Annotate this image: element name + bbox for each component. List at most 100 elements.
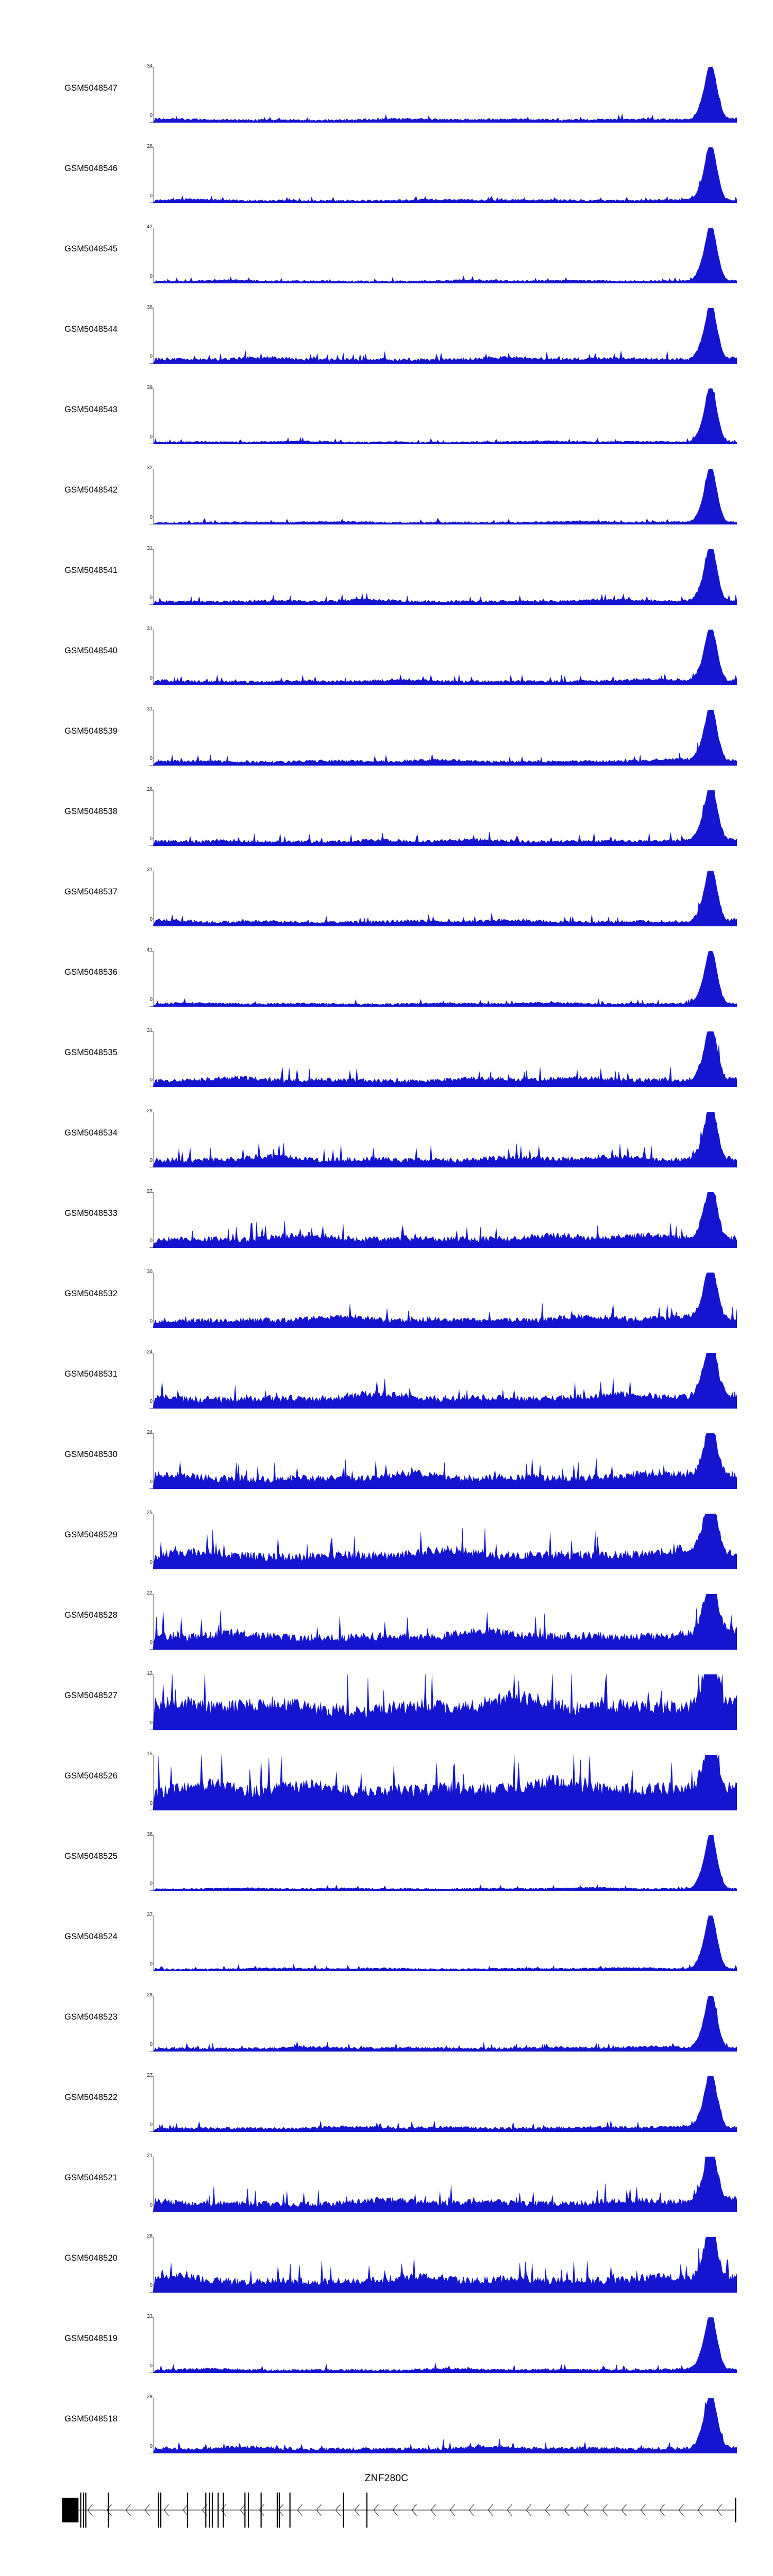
coverage-area — [153, 1594, 737, 1650]
y-axis-max-label: 28 — [146, 2394, 153, 2400]
coverage-track: GSM5048542 32 0 — [0, 453, 773, 534]
y-axis-spine — [153, 1755, 154, 1810]
gene-exon-bar — [260, 2493, 262, 2528]
gene-label: ZNF280C — [364, 2473, 409, 2484]
y-axis-tick-bottom — [149, 1890, 154, 1891]
coverage-plot — [153, 1031, 737, 1087]
gene-exon-bar — [82, 2493, 85, 2528]
y-axis-max-label: 37 — [146, 1912, 153, 1918]
y-axis-tick-top — [149, 2076, 154, 2077]
coverage-plot — [153, 871, 737, 926]
y-axis-max-label: 30 — [146, 1269, 153, 1275]
y-axis-spine — [153, 2157, 154, 2212]
track-y-axis: 28 0 — [121, 1980, 160, 2061]
coverage-plot — [153, 1755, 737, 1810]
coverage-track: GSM5048532 30 0 — [0, 1257, 773, 1337]
track-y-axis: 12 0 — [121, 1659, 160, 1739]
track-y-axis: 31 0 — [121, 694, 160, 775]
y-axis-min-label: 0 — [149, 1720, 153, 1726]
y-axis-max-label: 38 — [146, 1832, 153, 1837]
track-y-axis: 27 0 — [121, 1177, 160, 1257]
coverage-area — [153, 1996, 737, 2052]
y-axis-tick-bottom — [149, 2292, 154, 2293]
coverage-plot — [153, 951, 737, 1007]
track-y-axis: 39 0 — [121, 373, 160, 453]
y-axis-tick-top — [149, 790, 154, 791]
y-axis-min-label: 0 — [149, 1961, 153, 1967]
coverage-track: GSM5048541 31 0 — [0, 534, 773, 614]
track-label: GSM5048522 — [64, 2093, 117, 2102]
strand-arrow-left-icon — [697, 2504, 703, 2516]
y-axis-min-label: 0 — [149, 1640, 153, 1646]
coverage-track: GSM5048547 34 0 — [0, 52, 773, 132]
coverage-plot — [153, 1835, 737, 1891]
y-axis-max-label: 31 — [146, 706, 153, 712]
y-axis-max-label: 12 — [146, 1671, 153, 1676]
track-label: GSM5048534 — [64, 1128, 117, 1138]
y-axis-tick-bottom — [149, 604, 154, 605]
track-y-axis: 36 0 — [121, 293, 160, 373]
y-axis-max-label: 29 — [146, 1108, 153, 1114]
coverage-plot — [153, 1433, 737, 1489]
coverage-track: GSM5048520 28 0 — [0, 2222, 773, 2302]
coverage-track: GSM5048540 31 0 — [0, 614, 773, 694]
y-axis-min-label: 0 — [149, 1399, 153, 1404]
strand-arrow-left-icon — [488, 2504, 493, 2516]
strand-arrow-left-icon — [221, 2504, 226, 2516]
y-axis-max-label: 22 — [146, 1590, 153, 1596]
y-axis-max-label: 32 — [146, 465, 153, 471]
coverage-plot — [153, 630, 737, 685]
track-label: GSM5048538 — [64, 807, 117, 816]
y-axis-max-label: 21 — [146, 2153, 153, 2159]
coverage-plot — [153, 1192, 737, 1248]
coverage-plot — [153, 228, 737, 283]
y-axis-min-label: 0 — [149, 2042, 153, 2047]
track-label: GSM5048524 — [64, 1932, 117, 1941]
coverage-plot — [153, 1112, 737, 1167]
coverage-track: GSM5048539 31 0 — [0, 694, 773, 775]
coverage-track: GSM5048521 21 0 — [0, 2141, 773, 2222]
coverage-area — [153, 871, 737, 926]
track-y-axis: 29 0 — [121, 1096, 160, 1177]
strand-arrow-left-icon — [392, 2504, 398, 2516]
gene-annotation-track: ZNF280C — [0, 2473, 773, 2535]
y-axis-min-label: 0 — [149, 515, 153, 520]
strand-arrow-left-icon — [125, 2504, 131, 2516]
coverage-plot — [153, 710, 737, 766]
track-label: GSM5048545 — [64, 244, 117, 253]
gene-exon-bar — [205, 2493, 207, 2528]
y-axis-spine — [153, 871, 154, 926]
track-y-axis: 34 0 — [121, 52, 160, 132]
y-axis-min-label: 0 — [149, 2202, 153, 2208]
coverage-area — [153, 1674, 737, 1730]
track-y-axis: 31 0 — [121, 534, 160, 614]
coverage-area — [153, 951, 737, 1007]
y-axis-spine — [153, 549, 154, 605]
y-axis-tick-top — [149, 549, 154, 550]
y-axis-min-label: 0 — [149, 1077, 153, 1083]
y-axis-min-label: 0 — [149, 1318, 153, 1324]
y-axis-max-label: 24 — [146, 1430, 153, 1435]
y-axis-min-label: 0 — [149, 1479, 153, 1485]
coverage-plot — [153, 790, 737, 846]
gene-exon-bar — [735, 2498, 736, 2522]
track-label: GSM5048547 — [64, 83, 117, 93]
track-y-axis: 28 0 — [121, 132, 160, 212]
coverage-plot — [153, 2076, 737, 2132]
coverage-plot — [153, 2157, 737, 2212]
coverage-plot — [153, 67, 737, 123]
y-axis-max-label: 42 — [146, 224, 153, 230]
coverage-track: GSM5048538 28 0 — [0, 775, 773, 855]
coverage-area — [153, 2237, 737, 2293]
strand-arrow-left-icon — [449, 2504, 455, 2516]
coverage-track: GSM5048545 42 0 — [0, 212, 773, 293]
track-label: GSM5048526 — [64, 1771, 117, 1781]
y-axis-spine — [153, 951, 154, 1007]
track-label: GSM5048532 — [64, 1289, 117, 1298]
y-axis-spine — [153, 1916, 154, 1971]
coverage-area — [153, 1916, 737, 1971]
track-label: GSM5048525 — [64, 1852, 117, 1861]
coverage-area — [153, 1192, 737, 1248]
track-y-axis: 28 0 — [121, 2382, 160, 2463]
y-axis-min-label: 0 — [149, 595, 153, 601]
